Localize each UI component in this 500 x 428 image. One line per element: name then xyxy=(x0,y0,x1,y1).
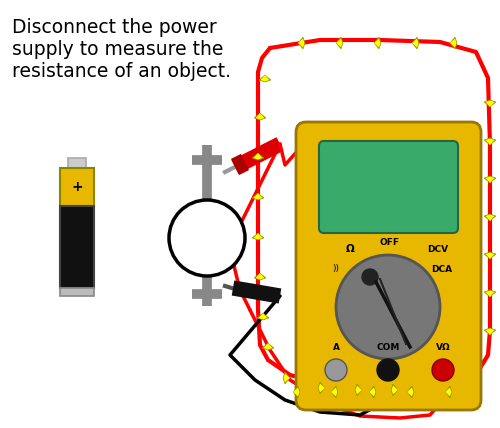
Polygon shape xyxy=(331,386,338,398)
Polygon shape xyxy=(484,290,496,297)
Polygon shape xyxy=(254,113,266,120)
Polygon shape xyxy=(484,100,496,107)
Text: VΩ: VΩ xyxy=(436,344,450,353)
Circle shape xyxy=(362,269,378,285)
Polygon shape xyxy=(258,313,268,319)
Polygon shape xyxy=(293,386,300,398)
Text: DCV: DCV xyxy=(428,244,448,253)
FancyBboxPatch shape xyxy=(319,141,458,233)
Polygon shape xyxy=(392,386,398,394)
Polygon shape xyxy=(445,386,452,398)
Circle shape xyxy=(432,359,454,381)
Polygon shape xyxy=(252,233,264,240)
FancyBboxPatch shape xyxy=(60,168,94,206)
Text: DCA: DCA xyxy=(432,265,452,273)
Polygon shape xyxy=(298,39,304,48)
Polygon shape xyxy=(254,233,262,239)
Polygon shape xyxy=(257,313,269,320)
Polygon shape xyxy=(369,388,376,396)
Polygon shape xyxy=(355,384,362,396)
Polygon shape xyxy=(484,252,496,259)
Text: COM: COM xyxy=(376,344,400,353)
Polygon shape xyxy=(484,328,496,335)
Polygon shape xyxy=(486,329,494,335)
Polygon shape xyxy=(445,388,452,396)
FancyBboxPatch shape xyxy=(60,206,94,288)
Polygon shape xyxy=(356,386,362,394)
Polygon shape xyxy=(284,374,290,382)
Polygon shape xyxy=(293,388,300,396)
Polygon shape xyxy=(318,383,325,392)
Text: A: A xyxy=(332,344,340,353)
Polygon shape xyxy=(407,388,414,396)
Polygon shape xyxy=(260,75,270,81)
Circle shape xyxy=(325,359,347,381)
Polygon shape xyxy=(486,176,494,183)
Polygon shape xyxy=(486,139,494,145)
Circle shape xyxy=(377,359,399,381)
Circle shape xyxy=(336,255,440,359)
Polygon shape xyxy=(298,37,305,49)
Polygon shape xyxy=(262,343,274,350)
Polygon shape xyxy=(412,39,418,48)
Polygon shape xyxy=(318,382,325,394)
Text: )): )) xyxy=(332,265,340,273)
Polygon shape xyxy=(374,39,380,48)
Polygon shape xyxy=(254,273,266,280)
FancyBboxPatch shape xyxy=(296,122,481,410)
Polygon shape xyxy=(254,193,262,199)
Polygon shape xyxy=(450,37,457,49)
Text: Ω: Ω xyxy=(346,244,354,254)
Polygon shape xyxy=(252,193,264,200)
FancyBboxPatch shape xyxy=(60,288,94,296)
Polygon shape xyxy=(407,386,414,398)
Polygon shape xyxy=(374,37,381,49)
Polygon shape xyxy=(259,75,271,82)
Polygon shape xyxy=(486,253,494,259)
Polygon shape xyxy=(331,388,338,396)
Polygon shape xyxy=(391,384,398,396)
Polygon shape xyxy=(336,37,343,49)
Polygon shape xyxy=(412,37,419,49)
Polygon shape xyxy=(252,153,264,160)
FancyBboxPatch shape xyxy=(68,158,86,168)
Text: +: + xyxy=(71,180,83,194)
Polygon shape xyxy=(486,214,494,221)
Polygon shape xyxy=(254,153,262,160)
Polygon shape xyxy=(264,343,272,350)
Text: Disconnect the power
supply to measure the
resistance of an object.: Disconnect the power supply to measure t… xyxy=(12,18,231,81)
Polygon shape xyxy=(486,101,494,107)
Polygon shape xyxy=(450,39,456,48)
Polygon shape xyxy=(369,386,376,398)
Polygon shape xyxy=(484,214,496,221)
Polygon shape xyxy=(256,113,264,119)
Polygon shape xyxy=(486,291,494,297)
Polygon shape xyxy=(484,138,496,145)
Polygon shape xyxy=(256,273,264,279)
Polygon shape xyxy=(484,176,496,183)
Polygon shape xyxy=(283,372,290,384)
Polygon shape xyxy=(336,39,342,48)
Text: OFF: OFF xyxy=(380,238,400,247)
Circle shape xyxy=(169,200,245,276)
